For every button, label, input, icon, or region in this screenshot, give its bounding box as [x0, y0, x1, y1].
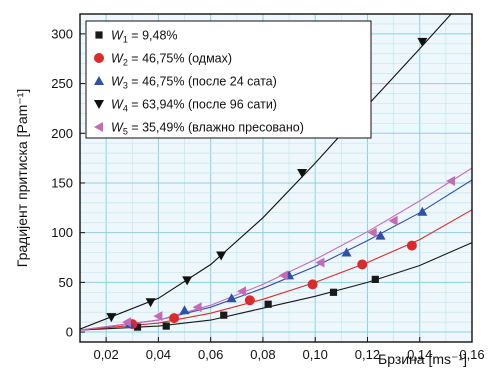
y-tick-label: 300 — [51, 26, 73, 41]
y-axis-label: Градијент притиска [Pam⁻¹] — [14, 89, 30, 267]
legend-box — [85, 20, 372, 139]
data-point-w4 — [106, 313, 117, 323]
data-point-w1 — [162, 322, 170, 330]
y-tick-label: 100 — [51, 225, 73, 240]
data-point-w2 — [307, 279, 318, 290]
data-point-w5 — [278, 270, 288, 281]
legend-marker-w3 — [94, 76, 104, 85]
legend-entry-w4: W4 = 63,94% (после 96 сати) — [111, 98, 277, 114]
y-tick-label: 50 — [59, 275, 73, 290]
data-point-w3 — [341, 247, 352, 257]
data-point-w1 — [329, 288, 338, 296]
x-tick-label: 0,06 — [198, 347, 223, 362]
data-point-w3 — [375, 230, 386, 240]
data-point-w5 — [315, 257, 325, 268]
legend-entry-w1: W1 = 9,48% — [111, 29, 178, 45]
y-tick-label: 0 — [66, 325, 73, 340]
data-point-w5 — [446, 175, 456, 186]
x-tick-label: 0,16 — [459, 347, 484, 362]
legend-marker-w2 — [94, 53, 104, 63]
data-points — [106, 37, 456, 331]
data-point-w4 — [182, 276, 193, 286]
data-point-w4 — [297, 169, 308, 179]
data-point-w1 — [264, 300, 272, 308]
legend: W1 = 9,48% W2 = 46,75% (одмах) W3 = 46,75%… — [85, 20, 372, 139]
legend-entry-w5: W5 = 35,49% (влажно пресовано) — [111, 121, 304, 137]
x-tick-label: 0,10 — [303, 347, 328, 362]
y-axis-ticks: 0 50 100 150 200 250 300 — [51, 26, 85, 340]
data-point-w5 — [367, 227, 377, 238]
x-axis-label: Брзина [ms⁻¹] — [378, 351, 467, 367]
data-point-w5 — [122, 317, 132, 328]
data-point-w5 — [388, 215, 398, 226]
x-tick-label: 0,14 — [407, 347, 432, 362]
data-point-w3 — [417, 206, 428, 216]
data-point-w1 — [220, 311, 228, 319]
legend-marker-w4 — [94, 100, 104, 109]
legend-marker-w1 — [95, 31, 103, 39]
data-point-w2 — [244, 295, 255, 306]
data-point-w4 — [145, 298, 156, 308]
data-point-w5 — [153, 311, 163, 322]
data-point-w3 — [226, 293, 237, 303]
y-tick-label: 200 — [51, 126, 73, 141]
data-point-w3 — [179, 305, 190, 315]
x-tick-label: 0,04 — [146, 347, 171, 362]
y-tick-label: 150 — [51, 175, 73, 190]
data-point-w2 — [169, 313, 180, 324]
data-point-w4 — [417, 37, 428, 47]
legend-entry-w2: W2 = 46,75% (одмах) — [111, 52, 232, 68]
x-tick-label: 0,12 — [355, 347, 380, 362]
x-tick-label: 0,08 — [250, 347, 275, 362]
data-point-w2 — [406, 240, 417, 251]
x-axis-ticks: 0,02 0,04 0,06 0,08 0,10 0,12 0,14 0,16 — [93, 337, 485, 362]
y-tick-label: 250 — [51, 76, 73, 91]
legend-entry-w3: W3 = 46,75% (после 24 сата) — [111, 75, 277, 91]
data-point-w4 — [216, 251, 227, 261]
data-point-w1 — [133, 323, 142, 331]
data-point-w5 — [192, 302, 202, 313]
data-point-w2 — [357, 259, 368, 270]
legend-marker-w5 — [94, 122, 103, 132]
data-point-w1 — [371, 275, 379, 283]
fit-line-w4 — [80, 14, 452, 330]
data-point-w5 — [237, 286, 247, 297]
x-tick-label: 0,02 — [93, 347, 118, 362]
plot-frame — [79, 13, 473, 343]
